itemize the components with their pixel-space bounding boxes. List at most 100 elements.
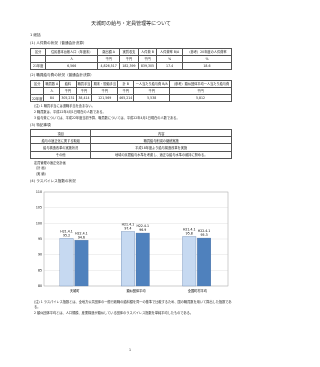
cell: 5,812	[169, 93, 232, 103]
cell: 18.6	[181, 61, 233, 71]
note: （計 画）	[34, 166, 48, 171]
header-cell: 給料	[59, 79, 77, 88]
header-cell: 職員手当	[75, 79, 93, 88]
series-label: H21.4.1	[183, 227, 196, 231]
title: 天城町の給与・定員管理等について	[91, 21, 171, 27]
table: 項目 内容 給与の適正化に関する取組 職員給与削減の継続実施 給与構造改革の実施状況 平成…	[29, 129, 232, 159]
note: (注) 1 職員手当には退職手当を含まない。	[34, 103, 95, 108]
header-row: 区分 住民基本台帳人口（年度末） 歳出額 A 実質収支 人件費 B 人件費率 B/A （参考…	[29, 47, 233, 56]
series-label: H22.4.1	[198, 229, 211, 233]
data-label: 95.3	[201, 233, 208, 237]
heading: (1) 人件費の状況（普通会計決算）	[30, 41, 87, 45]
cell: 38,414	[75, 93, 93, 103]
header-cell: 歳出額 A	[97, 47, 121, 56]
row: 人千円 千円 千円 千円 千円 千円	[29, 86, 232, 95]
cell: 6,566	[45, 61, 99, 71]
bar	[59, 237, 74, 286]
cell: 人	[45, 54, 99, 63]
data-label: 96.9	[139, 228, 146, 232]
cell: 84	[43, 93, 61, 103]
row: 人千円 千円 千円%%	[29, 54, 233, 63]
cell: 千円	[97, 54, 121, 63]
cell	[29, 86, 45, 95]
cell: 17.4	[156, 61, 183, 71]
heading: (2) 職員給与費の状況（普通会計決算）	[30, 73, 94, 78]
header-cell: 住民基本台帳人口（年度末）	[45, 47, 99, 56]
note: 定員管理の適正化計画	[34, 160, 66, 165]
row: 21年度 6,566 4,826,517 182,399 839,305 17.4 18.6	[29, 61, 233, 71]
header-cell: 内容	[90, 129, 232, 138]
cell: 千円	[117, 86, 135, 95]
bar	[135, 232, 150, 286]
header-cell: 実質収支	[119, 47, 139, 56]
cell: 5,538	[133, 93, 171, 103]
header-cell: 区分	[29, 47, 47, 56]
x-tick-label: 天城町	[70, 288, 80, 293]
bar	[121, 230, 135, 286]
header-row: 区分 職員数 A 給料 職員手当 期末・勤勉手当計 B 一人当たり給与費 B/A （参考）類…	[29, 79, 232, 88]
heading: (3) 特記事項	[30, 122, 51, 127]
cell: 千円	[59, 86, 77, 95]
cell: 平成18年度より給与構造改革を実施	[90, 143, 232, 152]
row: 給与の適正化に関する取組 職員給与削減の継続実施	[29, 136, 232, 145]
data-label: 95.8	[186, 231, 193, 235]
header-cell: 区分	[29, 79, 45, 88]
note: （実 績）	[34, 172, 48, 177]
y-tick-label: 80	[38, 284, 42, 288]
cell: %	[181, 54, 233, 63]
cell: 4,826,517	[97, 61, 121, 71]
row: 22年度 84 305,231 38,414 121,569 465,214 5,538 5,…	[29, 93, 232, 103]
y-tick-label: 85	[38, 268, 42, 272]
chart: 80859095100105110天城町H21.4.195.2H22.4.194…	[36, 190, 229, 293]
header-cell: （参考）20年度の人件費率	[181, 47, 233, 56]
table: 区分 住民基本台帳人口（年度末） 歳出額 A 実質収支 人件費 B 人件費率 B/A （参考…	[29, 47, 233, 71]
cell: 22年度	[29, 93, 45, 103]
cell: 地域の民間給与水準を考慮し、適正な給与水準の維持に努める。	[90, 150, 232, 159]
bar	[197, 237, 211, 286]
chart-notes: (注) 1 ラスパイレス指数とは、全地方公共団体の一般行政職の給料額を同一の基準…	[30, 299, 232, 315]
y-tick-label: 110	[36, 190, 42, 194]
cell: 305,231	[59, 93, 77, 103]
header-cell: 一人当たり給与費 B/A	[133, 79, 171, 88]
series-label: H21.4.1	[122, 222, 135, 226]
header-cell: 計 B	[117, 79, 135, 88]
series-label: H22.4.1	[136, 224, 149, 228]
cell: 千円	[75, 86, 93, 95]
x-tick-label: 全国町村平均	[188, 288, 207, 293]
cell: 839,305	[137, 61, 158, 71]
cell: 職員給与削減の継続実施	[90, 136, 232, 145]
y-tick-label: 90	[38, 252, 42, 256]
data-label: 95.2	[63, 233, 70, 237]
cell: その他	[29, 150, 92, 159]
cell: 21年度	[29, 61, 47, 71]
cell: 千円	[133, 86, 171, 95]
cell: 121,569	[91, 93, 119, 103]
note: 3 給与費については、平成22年度当初予算、職員数については、平成22年4月1日…	[34, 115, 180, 120]
header-cell: 期末・勤勉手当	[91, 79, 119, 88]
cell	[29, 54, 47, 63]
header-cell: 人件費率 B/A	[156, 47, 183, 56]
series-label: H22.4.1	[75, 231, 88, 235]
cell: 千円	[169, 86, 232, 95]
row: その他 地域の民間給与水準を考慮し、適正な給与水準の維持に努める。	[29, 150, 232, 159]
section: 1 総括	[30, 33, 41, 37]
note: 2 類似団体平均とは、人口規模、産業構造が類似している団体のラスパイレス指数を単…	[34, 311, 194, 316]
header-cell: 職員数 A	[43, 79, 61, 88]
header-cell: 人件費 B	[137, 47, 158, 56]
page: 天城町の給与・定員管理等について 1 総括 (1) 人件費の状況（普通会計決算）…	[29, 21, 233, 352]
cell: 千円	[119, 54, 139, 63]
note: (注) 1 ラスパイレス指数とは、全地方公共団体の一般行政職の給料額を同一の基準…	[34, 300, 232, 310]
cell: %	[156, 54, 183, 63]
cell: 465,214	[117, 93, 135, 103]
cell: 千円	[137, 54, 158, 63]
data-label: 94.6	[78, 235, 85, 239]
cell: 182,399	[119, 61, 139, 71]
series-label: H21.4.1	[60, 229, 73, 233]
x-tick-label: 類似団体平均	[126, 288, 145, 293]
page-number: 1	[128, 348, 132, 352]
header-row: 項目 内容	[29, 129, 232, 138]
cell: 人	[43, 86, 61, 95]
cell: 千円	[91, 86, 119, 95]
cell: 給与の適正化に関する取組	[29, 136, 92, 145]
y-tick-label: 95	[38, 237, 42, 241]
